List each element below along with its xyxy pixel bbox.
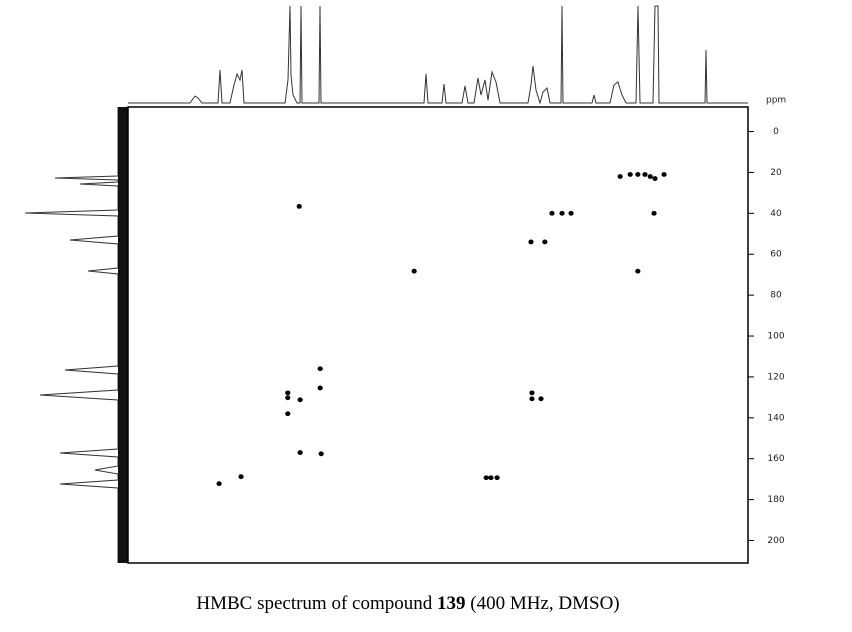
- cross-peak: [661, 172, 667, 177]
- cross-peak: [285, 411, 291, 417]
- left-projection: [24, 107, 119, 563]
- y-tick-label: 80: [770, 291, 782, 301]
- cross-peak: [488, 475, 494, 481]
- caption-compound: 139: [437, 593, 466, 614]
- y-tick-label: 60: [770, 250, 782, 260]
- y-tick-label: 180: [767, 495, 784, 505]
- y-tick-label: 100: [767, 332, 784, 342]
- cross-peak: [652, 176, 658, 181]
- cross-peak: [411, 268, 417, 274]
- y-tick-label: 140: [767, 413, 784, 423]
- plot-frame: [127, 106, 749, 564]
- y-tick-label: 20: [770, 168, 782, 178]
- cross-peak: [317, 385, 323, 391]
- caption-text: (400 MHz, DMSO): [466, 593, 620, 614]
- caption: HMBC spectrum of compound 139 (400 MHz, …: [196, 593, 619, 614]
- cross-peak: [285, 395, 291, 401]
- y-axis-label: ppm: [766, 96, 786, 106]
- y-tick-label: 160: [767, 454, 784, 464]
- cross-peak: [297, 397, 303, 403]
- cross-peak: [559, 210, 565, 216]
- cross-peak: [549, 210, 555, 216]
- cross-peak: [317, 366, 323, 372]
- cross-peak: [216, 481, 222, 487]
- cross-peak: [635, 172, 641, 177]
- cross-peak: [318, 451, 324, 457]
- y-tick-label: 120: [767, 372, 784, 382]
- cross-peak: [542, 239, 548, 245]
- projection-baseline: [118, 107, 128, 563]
- cross-peak: [568, 210, 574, 216]
- cross-peak: [529, 390, 535, 396]
- cross-peak: [529, 396, 535, 402]
- cross-peak: [635, 268, 641, 274]
- top-projection: [128, 5, 748, 105]
- cross-peak: [647, 174, 653, 179]
- cross-peak: [297, 450, 303, 455]
- cross-peak: [642, 172, 648, 177]
- caption-text: HMBC spectrum of compound: [196, 593, 437, 614]
- cross-peak: [285, 390, 291, 396]
- cross-peak: [528, 239, 534, 245]
- cross-peak: [483, 475, 489, 481]
- cross-peak: [238, 474, 244, 480]
- cross-peak: [627, 172, 633, 177]
- y-tick-label: 200: [767, 536, 784, 546]
- y-tick-label: 0: [773, 127, 779, 137]
- cross-peak: [494, 475, 500, 481]
- cross-peak: [538, 396, 544, 402]
- y-tick-label: 40: [770, 209, 782, 219]
- cross-peak: [651, 210, 657, 216]
- cross-peak: [617, 174, 623, 179]
- cross-peak: [296, 203, 302, 209]
